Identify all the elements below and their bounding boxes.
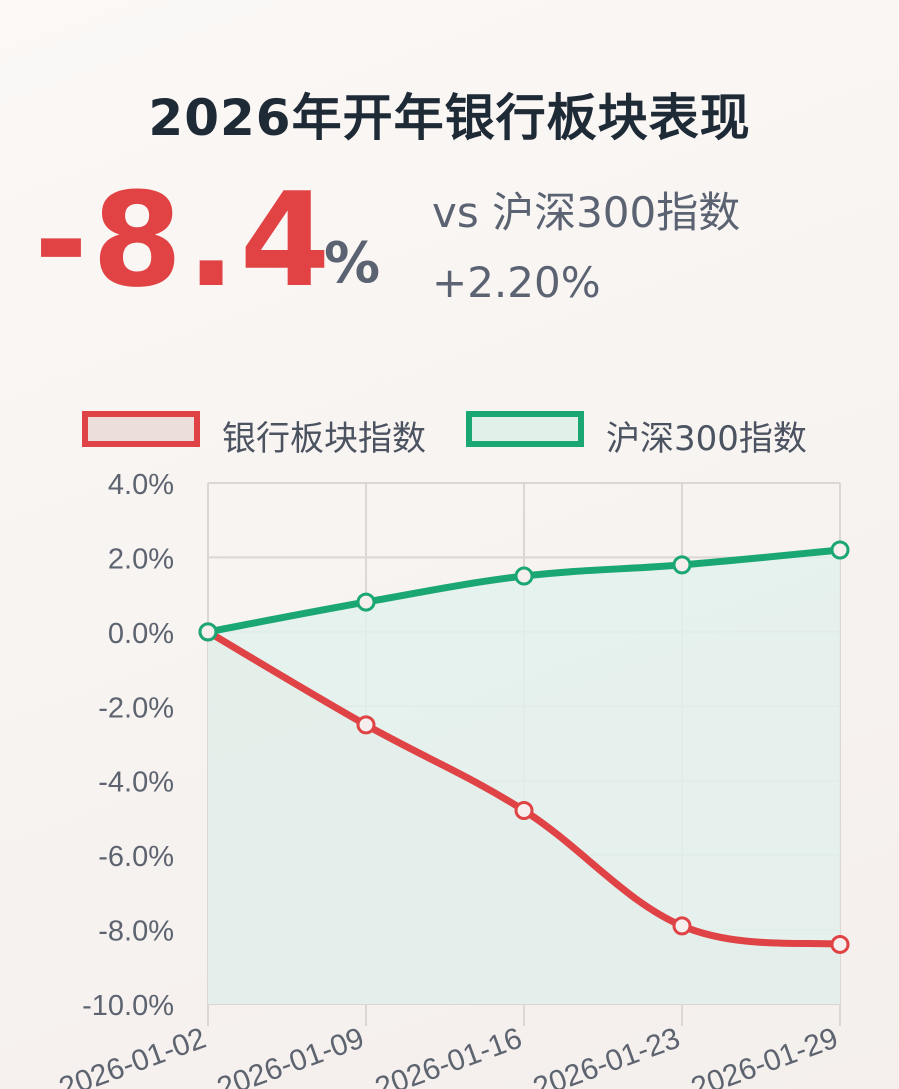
point-bank[interactable] <box>514 800 534 820</box>
x-tick-label: 2026-01-02 <box>55 1022 211 1089</box>
y-axis-ticks: 4.0% 2.0% 0.0% -2.0% -4.0% -6.0% -8.0% -10.0% <box>82 469 174 1022</box>
y-tick-label: -4.0% <box>98 767 174 799</box>
y-tick-label: -8.0% <box>98 916 174 948</box>
point-csi300[interactable] <box>830 540 850 560</box>
y-tick-label: 4.0% <box>108 469 174 501</box>
y-tick-label: -6.0% <box>98 841 174 873</box>
point-csi300[interactable] <box>514 566 534 586</box>
point-bank[interactable] <box>672 916 692 936</box>
legend-swatch-bank <box>82 411 200 447</box>
y-tick-label: -2.0% <box>98 692 174 724</box>
point-bank[interactable] <box>356 715 376 735</box>
point-bank[interactable] <box>830 934 850 954</box>
point-csi300[interactable] <box>198 622 218 642</box>
chart-areas <box>208 549 840 1004</box>
legend-label-csi300: 沪深300指数 <box>606 419 807 459</box>
y-tick-label: 0.0% <box>108 618 174 650</box>
bank-performance-unit: % <box>324 231 381 296</box>
x-tick-label: 2026-01-23 <box>529 1022 685 1089</box>
y-tick-label: 2.0% <box>108 543 174 575</box>
compare-label: vs 沪深300指数 <box>432 188 741 237</box>
x-tick-label: 2026-01-16 <box>371 1022 527 1089</box>
x-axis-ticks: 2026-01-02 2026-01-09 2026-01-16 2026-01-23… <box>55 1022 843 1089</box>
point-csi300[interactable] <box>356 592 376 612</box>
legend-swatch-csi300 <box>466 411 584 447</box>
x-tick-label: 2026-01-29 <box>687 1022 843 1089</box>
area-csi300 <box>208 549 840 1004</box>
chart-points <box>198 540 850 954</box>
x-tick-label: 2026-01-09 <box>213 1022 369 1089</box>
compare-value: +2.20% <box>432 258 601 307</box>
page-title: 2026年开年银行板块表现 <box>148 89 751 147</box>
point-csi300[interactable] <box>672 555 692 575</box>
bank-performance-value: -8.4 <box>34 164 335 316</box>
y-tick-label: -10.0% <box>82 990 174 1022</box>
legend-label-bank: 银行板块指数 <box>222 419 426 459</box>
